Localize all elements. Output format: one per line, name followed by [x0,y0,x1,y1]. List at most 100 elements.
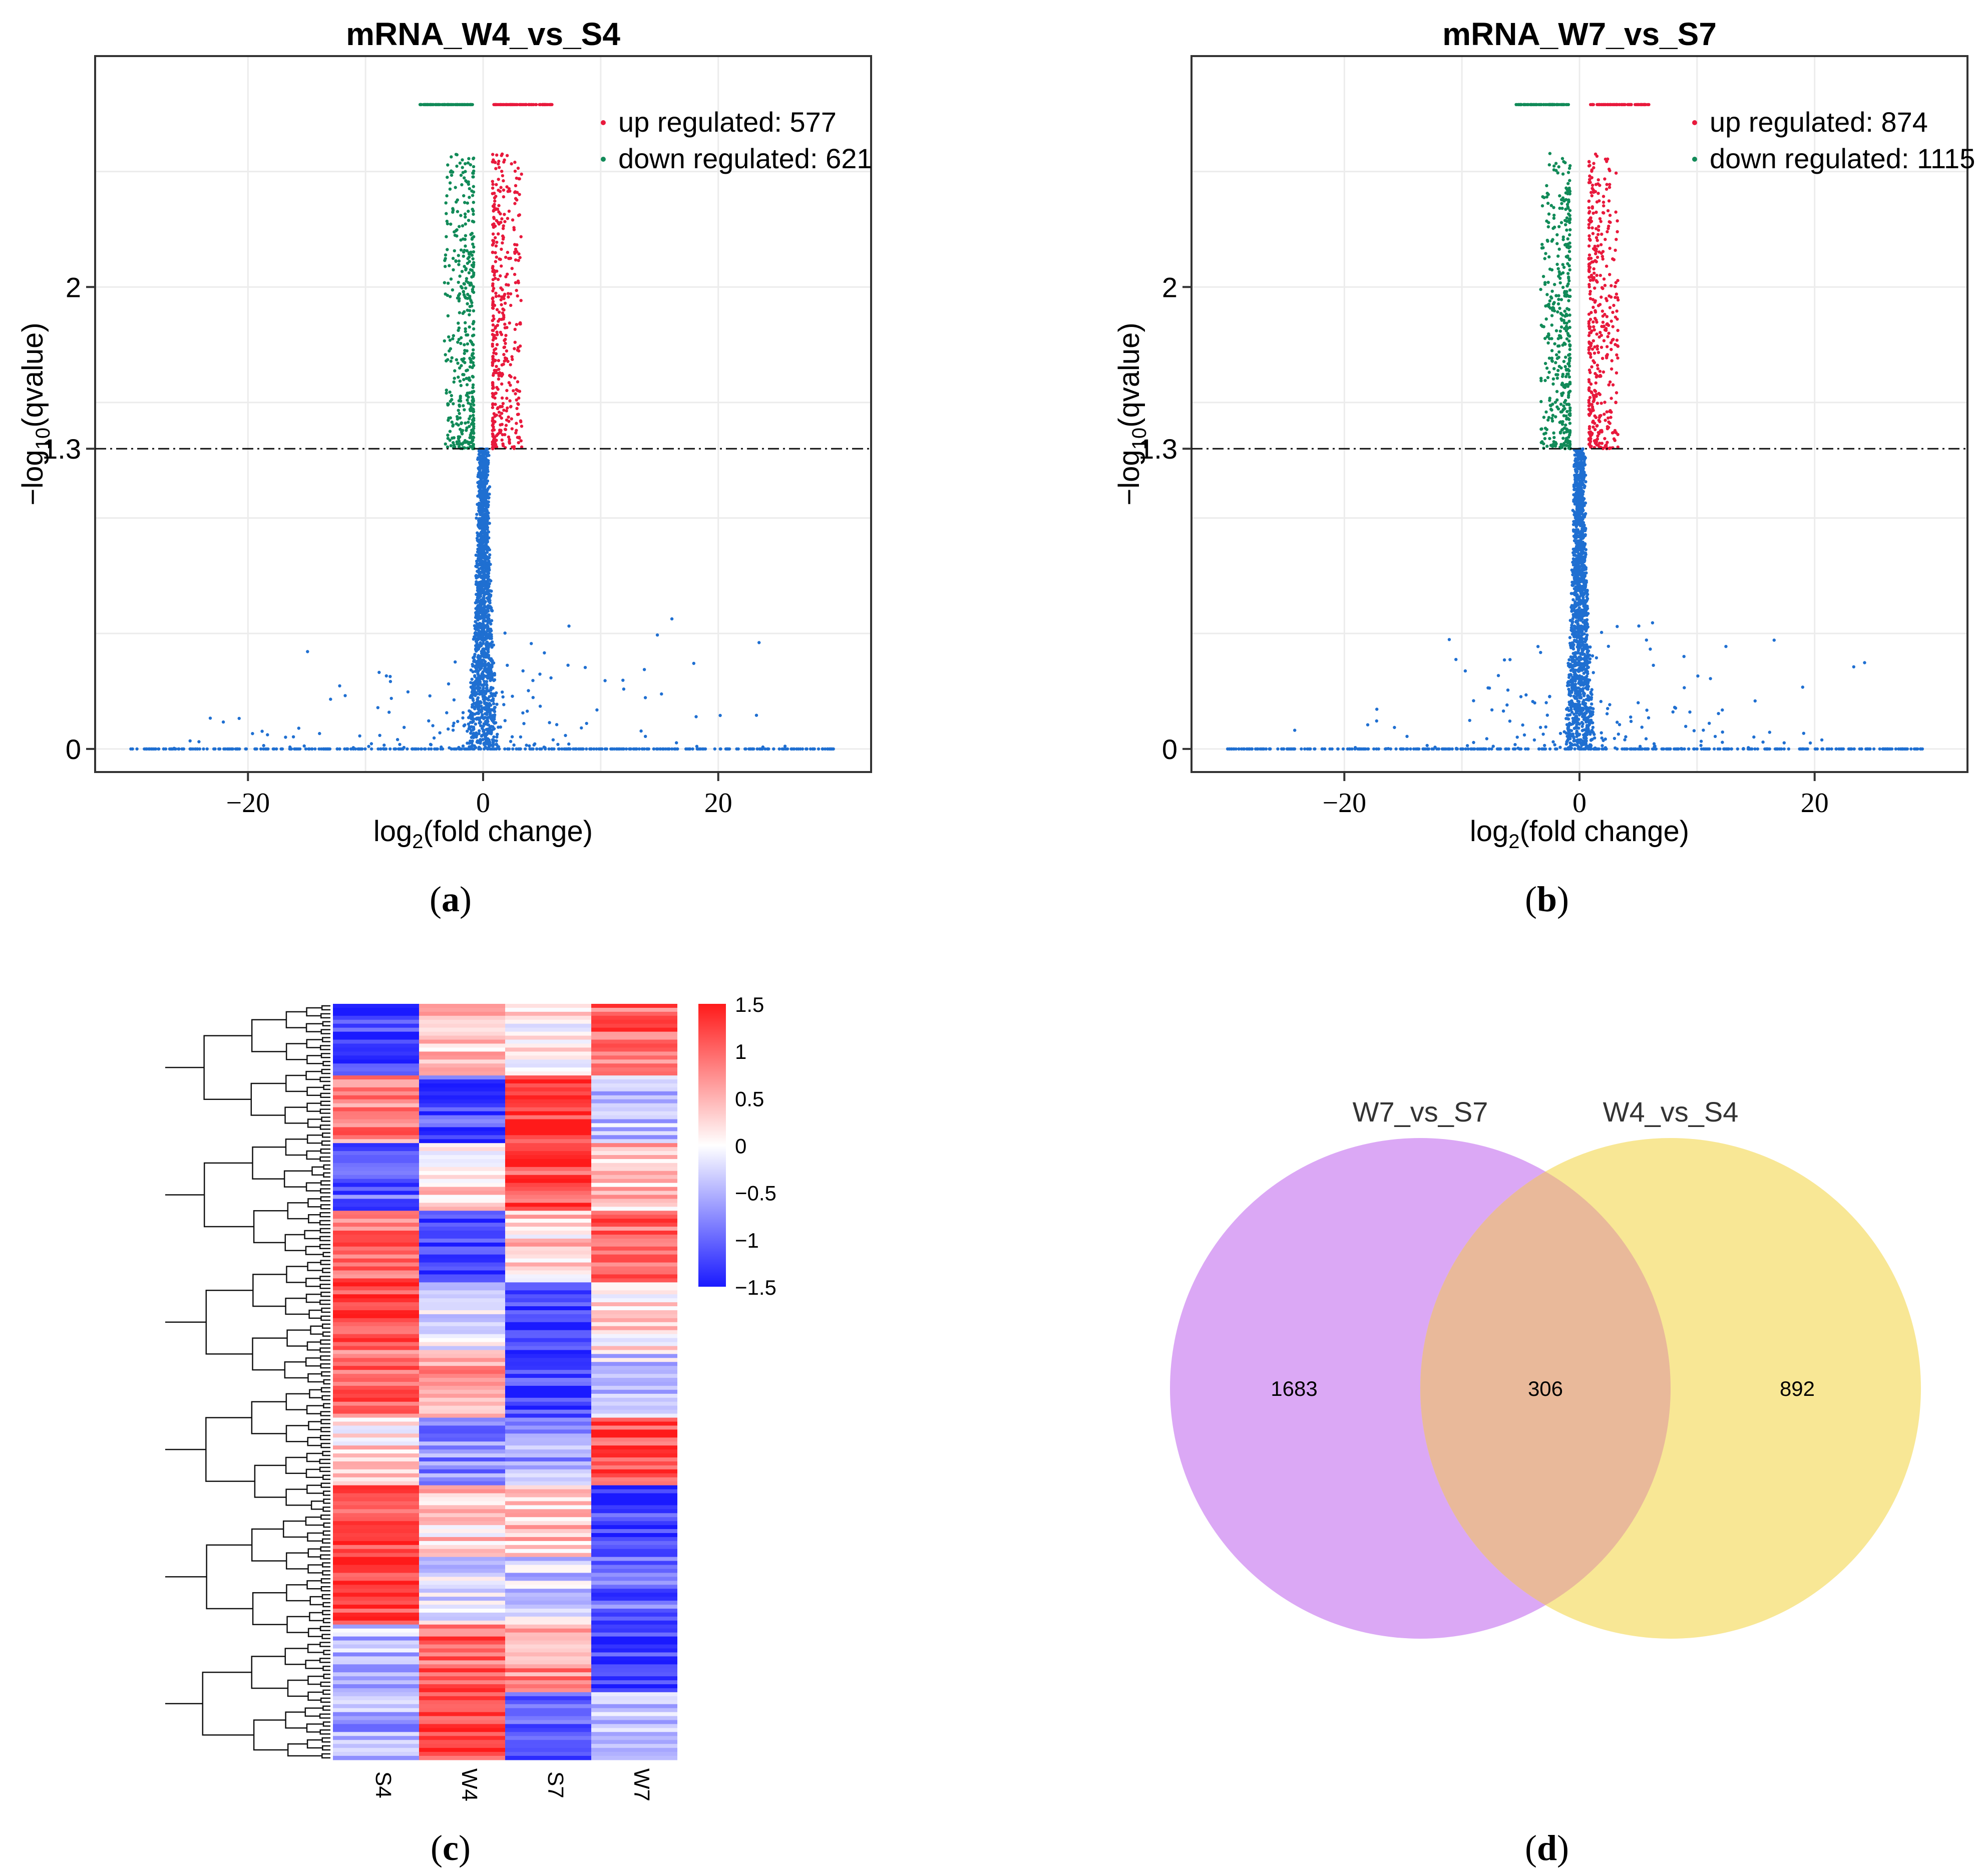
data-point [763,747,767,751]
data-point [472,250,476,254]
data-point [483,457,487,460]
data-point [495,434,499,438]
data-point [468,305,472,308]
data-point [1575,630,1579,634]
data-point [461,429,465,432]
data-point [516,294,519,298]
data-point [492,317,496,321]
data-point [491,392,494,396]
data-point [519,735,523,739]
data-point [514,431,518,435]
data-point [1566,729,1570,732]
data-point [477,523,480,527]
data-point [528,744,531,748]
data-point [449,103,453,107]
data-point [476,531,479,535]
data-point [464,267,468,270]
data-point [452,443,456,447]
data-point [1542,747,1546,751]
data-point [1569,699,1573,703]
data-point [744,747,748,751]
data-point [475,516,478,520]
data-point [507,187,511,191]
data-point [503,747,507,751]
data-point [478,629,481,633]
data-point [492,328,495,332]
data-point [581,747,584,751]
data-point [505,185,509,189]
data-point [628,747,632,751]
data-point [488,631,492,635]
data-point [445,194,449,198]
data-point [452,402,455,406]
data-point [1577,662,1580,666]
data-point [157,747,160,751]
data-point [696,747,699,751]
data-point [369,742,373,745]
data-point [695,744,699,748]
data-point [492,351,496,354]
data-point [427,747,431,751]
data-point [1566,731,1570,735]
data-point [491,303,495,307]
data-point [459,341,463,345]
data-point [482,571,486,575]
data-point [403,725,406,729]
data-point [508,189,512,193]
data-point [438,731,442,734]
data-point [472,172,475,175]
data-point [346,747,349,751]
data-point [508,440,511,444]
legend: up regulated: 577 down regulated: 621 [601,106,873,174]
data-point [531,696,535,699]
data-point [1763,747,1767,751]
data-point [1571,722,1574,725]
data-point [501,307,505,311]
data-point [491,406,495,410]
data-point [1578,674,1581,678]
data-point [520,172,523,176]
data-point [1490,747,1493,751]
data-point [759,747,763,751]
data-point [621,678,625,682]
data-point [1571,523,1575,526]
data-point [377,670,381,674]
data-point [507,295,510,299]
data-point [1579,644,1582,648]
data-point [1586,678,1590,682]
data-point [456,442,459,446]
data-point [481,519,485,523]
data-point [491,323,495,327]
data-point [491,717,495,721]
data-point [467,271,471,275]
data-point [495,240,499,244]
data-point [549,676,553,680]
data-point [482,487,486,490]
data-point [525,103,528,107]
data-point [460,270,464,273]
data-point [494,251,497,254]
data-point [1905,747,1909,751]
data-point [423,747,427,751]
data-point [448,349,451,353]
data-point [718,713,722,717]
data-point [495,691,498,695]
data-point [507,381,511,385]
data-point [1575,729,1578,733]
data-point [1571,641,1574,645]
data-point [472,414,475,417]
data-point [1593,736,1597,740]
data-point [472,736,475,739]
data-point [454,103,457,107]
data-point [463,723,467,727]
data-point [499,725,502,729]
data-point [766,747,770,751]
y-tick-label: 1.3 [42,433,81,465]
data-point [821,747,825,751]
data-point [516,348,520,352]
data-point [485,655,488,658]
data-point [1721,730,1724,734]
data-point [497,204,501,207]
data-point [1237,747,1241,751]
data-point [513,347,516,350]
